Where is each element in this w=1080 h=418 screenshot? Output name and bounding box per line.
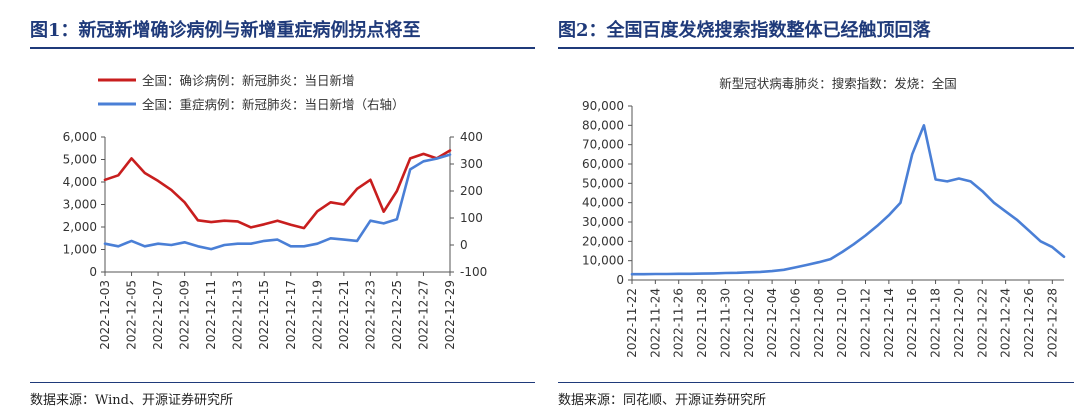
chart-1-svg: 0 1,000 2,000 3,000 4,000 5,000 6,000 -100 0 100 2… — [63, 73, 488, 350]
y-tick-label-right: 300 — [460, 157, 483, 171]
x-tick-label: 2022-12-05 — [125, 280, 139, 350]
x-tick-label: 2022-12-16 — [905, 288, 919, 358]
figure-2: 图2：全国百度发烧搜索指数整体已经触顶回落 新型冠状病毒肺炎：搜索指数：发烧：全… — [552, 0, 1080, 418]
x-tick-label: 2022-12-12 — [859, 288, 873, 358]
x-tick-label: 2022-11-22 — [625, 288, 639, 358]
y-tick-label-left: 4,000 — [63, 175, 97, 189]
y-tick-label: 40,000 — [582, 196, 624, 210]
x-tick-label: 2022-12-28 — [1045, 288, 1059, 358]
y-tick-label: 30,000 — [582, 215, 624, 229]
legend-label: 全国：确诊病例：新冠肺炎：当日新增 — [142, 73, 355, 88]
y-tick-label: 60,000 — [582, 157, 624, 171]
x-tick-label: 2022-12-11 — [204, 280, 218, 350]
y-tick-label: 70,000 — [582, 138, 624, 152]
x-tick-label: 2022-12-10 — [835, 288, 849, 358]
y-tick-label: 80,000 — [582, 118, 624, 132]
series-line-1 — [103, 149, 452, 230]
title-divider — [558, 47, 1074, 49]
y-tick-label-left: 1,000 — [63, 243, 97, 257]
x-tick-label: 2022-12-20 — [952, 288, 966, 358]
x-tick-label: 2022-12-15 — [257, 280, 271, 350]
source-divider — [30, 382, 535, 383]
x-tick-label: 2022-12-14 — [882, 288, 896, 358]
x-tick-label: 2022-12-17 — [284, 280, 298, 350]
y-tick-label-right: 100 — [460, 211, 483, 225]
x-tick-label: 2022-12-08 — [812, 288, 826, 358]
legend-label: 全国：重症病例：新冠肺炎：当日新增（右轴） — [142, 97, 405, 112]
y-tick-label-right: 200 — [460, 184, 483, 198]
y-tick-label-left: 6,000 — [63, 130, 97, 144]
x-tick-label: 2022-12-13 — [231, 280, 245, 350]
x-tick-label: 2022-12-02 — [742, 288, 756, 358]
x-tick-label: 2022-12-22 — [975, 288, 989, 358]
x-tick-label: 2022-12-23 — [363, 280, 377, 350]
y-tick-label-right: 0 — [460, 238, 468, 252]
y-tick-label: 20,000 — [582, 234, 624, 248]
y-tick-label-left: 0 — [89, 265, 97, 279]
y-tick-label-right: 400 — [460, 130, 483, 144]
x-tick-label: 2022-11-26 — [672, 288, 686, 358]
y-tick-label-left: 2,000 — [63, 220, 97, 234]
source-note: 数据来源：同花顺、开源证券研究所 — [558, 393, 767, 408]
figure-title: 图2：全国百度发烧搜索指数整体已经触顶回落 — [558, 20, 931, 41]
x-tick-label: 2022-12-09 — [178, 280, 192, 350]
x-tick-label: 2022-12-24 — [999, 288, 1013, 358]
x-tick-label: 2022-12-04 — [765, 288, 779, 358]
y-tick-label-right: -100 — [460, 265, 487, 279]
y-tick-label: 90,000 — [582, 99, 624, 113]
x-tick-label: 2022-11-30 — [718, 288, 732, 358]
x-tick-label: 2022-11-28 — [695, 288, 709, 358]
figure-title: 图1：新冠新增确诊病例与新增重症病例拐点将至 — [30, 20, 421, 41]
y-tick-label: 50,000 — [582, 176, 624, 190]
title-divider — [30, 47, 535, 49]
series-line-1 — [630, 124, 1066, 276]
y-tick-label-left: 3,000 — [63, 198, 97, 212]
y-tick-label: 10,000 — [582, 254, 624, 268]
x-tick-label: 2022-12-18 — [929, 288, 943, 358]
source-divider — [558, 382, 1074, 383]
chart-2-svg: 新型冠状病毒肺炎：搜索指数：发烧：全国 0 10,000 20,000 30,000 40… — [582, 76, 1066, 358]
x-tick-label: 2022-12-21 — [337, 280, 351, 350]
x-tick-label: 2022-12-29 — [443, 280, 457, 350]
y-tick-label: 0 — [616, 273, 624, 287]
x-tick-label: 2022-12-19 — [310, 280, 324, 350]
x-tick-label: 2022-12-06 — [788, 288, 802, 358]
source-note: 数据来源：Wind、开源证券研究所 — [30, 393, 233, 408]
x-tick-label: 2022-12-07 — [151, 280, 165, 350]
series-line-2 — [103, 153, 452, 251]
figure-1: 图1：新冠新增确诊病例与新增重症病例拐点将至 0 1,000 2,000 3,000 4… — [30, 20, 535, 408]
x-tick-label: 2022-12-03 — [98, 280, 112, 350]
x-tick-label: 2022-11-24 — [648, 288, 662, 358]
x-tick-label: 2022-12-27 — [416, 280, 430, 350]
x-tick-label: 2022-12-25 — [390, 280, 404, 350]
y-tick-label-left: 5,000 — [63, 153, 97, 167]
chart-subtitle: 新型冠状病毒肺炎：搜索指数：发烧：全国 — [719, 76, 957, 91]
x-tick-label: 2022-12-26 — [1022, 288, 1036, 358]
